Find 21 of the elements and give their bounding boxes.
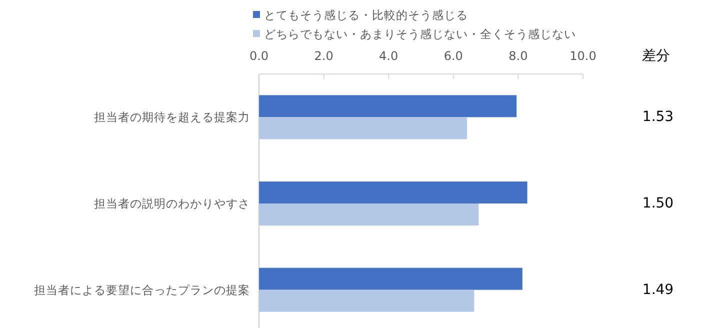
x-tick-label: 10.0 bbox=[570, 49, 596, 63]
bar bbox=[259, 182, 528, 204]
bar bbox=[259, 204, 479, 226]
y-tick-label: 担当者の期待を超える提案力 bbox=[94, 110, 250, 124]
bar bbox=[259, 268, 522, 290]
x-tick-label: 0.0 bbox=[249, 49, 269, 63]
text: 差分 bbox=[642, 48, 670, 64]
text: 1.53 bbox=[642, 109, 674, 126]
text: 1.49 bbox=[642, 282, 674, 298]
x-tick-label: 8.0 bbox=[508, 49, 528, 63]
bar bbox=[259, 290, 474, 312]
text: 1.50 bbox=[642, 196, 674, 212]
bar bbox=[259, 95, 517, 118]
x-tick-label: 6.0 bbox=[444, 49, 463, 63]
y-tick-label: 担当者による要望に合ったプランの提案 bbox=[34, 282, 250, 297]
x-tick-label: 2.0 bbox=[314, 49, 334, 63]
legend-label: とてもそう感じる・比較的そう感じる bbox=[264, 8, 468, 22]
legend-label: どちらでもない・あまりそう感じない・全くそう感じない bbox=[264, 27, 576, 41]
y-tick-label: 担当者の説明のわかりやすさ bbox=[94, 196, 250, 210]
x-tick-label: 4.0 bbox=[379, 49, 398, 63]
bar bbox=[259, 117, 468, 140]
